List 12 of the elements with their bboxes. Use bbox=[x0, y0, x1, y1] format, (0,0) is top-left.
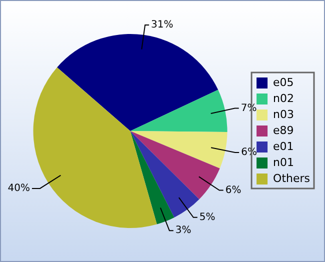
data-label: 5% bbox=[199, 212, 216, 224]
legend-label: e01 bbox=[273, 140, 294, 153]
legend-label: Others bbox=[273, 172, 310, 185]
data-label: 31% bbox=[151, 20, 174, 31]
data-label: 40% bbox=[8, 183, 30, 194]
legend-label: n01 bbox=[273, 156, 294, 169]
legend-label: n03 bbox=[273, 108, 294, 121]
data-label: 3% bbox=[175, 225, 192, 236]
legend-label: e89 bbox=[273, 124, 294, 137]
legend-label: e05 bbox=[273, 76, 294, 89]
data-label: 6% bbox=[225, 184, 242, 196]
legend-label: n02 bbox=[273, 92, 294, 105]
